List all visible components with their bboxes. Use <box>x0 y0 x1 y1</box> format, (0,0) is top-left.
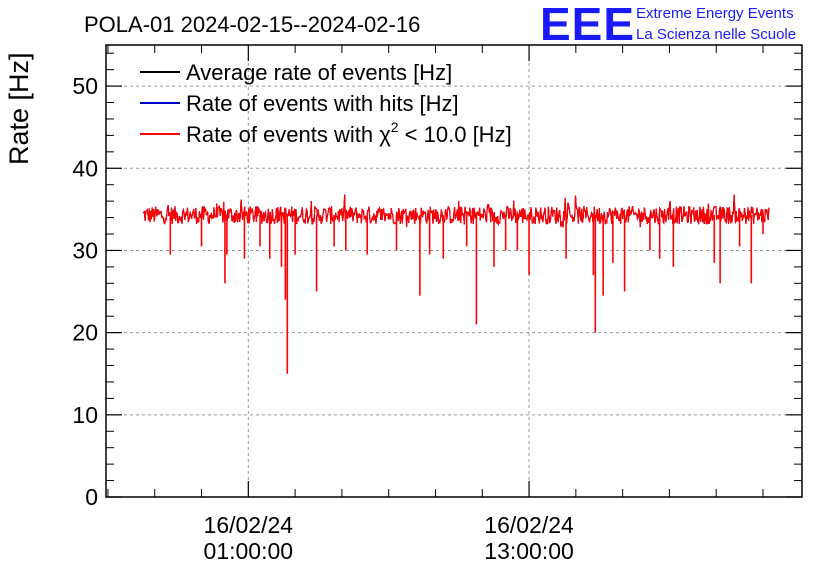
org-name-line2: La Scienza nelle Scuole <box>636 26 796 43</box>
series-chi2-line <box>142 194 770 228</box>
y-tick-label: 50 <box>72 73 98 99</box>
y-tick-label: 0 <box>85 484 98 510</box>
data-series <box>142 194 770 374</box>
grid-lines <box>106 45 802 497</box>
plot-frame <box>105 44 803 498</box>
y-tick-label: 10 <box>72 402 98 428</box>
y-tick-label: 30 <box>72 237 98 263</box>
axis-ticks: 0102030405016/02/2401:00:0016/02/2413:00… <box>72 45 802 564</box>
legend: Average rate of events [Hz] Rate of even… <box>140 60 512 147</box>
x-tick-label-date: 16/02/24 <box>204 512 294 538</box>
chart-title: POLA-01 2024-02-15--2024-02-16 <box>84 12 420 37</box>
legend-label-average: Average rate of events [Hz] <box>186 60 452 85</box>
eee-logo: EEE <box>540 0 635 50</box>
legend-label-hits: Rate of events with hits [Hz] <box>186 91 459 116</box>
y-tick-label: 40 <box>72 155 98 181</box>
x-tick-label-time: 01:00:00 <box>204 538 294 564</box>
y-axis-label: Rate [Hz] <box>4 52 34 165</box>
legend-label-chi2: Rate of events with χ2 < 10.0 [Hz] <box>186 119 512 147</box>
x-tick-label-date: 16/02/24 <box>484 512 574 538</box>
x-tick-label-time: 13:00:00 <box>484 538 574 564</box>
org-name-line1: Extreme Energy Events <box>636 5 794 22</box>
y-tick-label: 20 <box>72 320 98 346</box>
